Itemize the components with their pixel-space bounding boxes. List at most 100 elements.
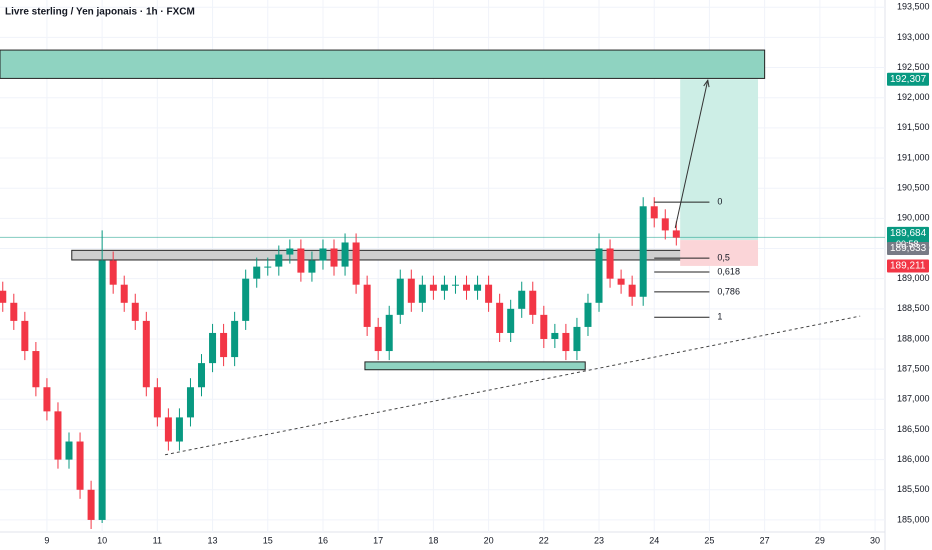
x-tick-label: 27 xyxy=(760,535,770,545)
candle-body xyxy=(286,248,294,255)
fib-label: 0,618 xyxy=(717,266,740,276)
candle-body xyxy=(440,284,448,291)
x-tick-label: 11 xyxy=(153,535,162,545)
arrow-head xyxy=(703,78,710,88)
candle-body xyxy=(175,417,183,442)
candle-body xyxy=(220,332,228,358)
x-tick-label: 10 xyxy=(97,535,107,545)
candle-body xyxy=(330,248,338,267)
candle-body xyxy=(595,248,603,303)
zone xyxy=(680,240,759,266)
candle-body xyxy=(540,314,548,339)
x-tick-label: 15 xyxy=(263,535,273,545)
x-tick-label: 17 xyxy=(373,535,383,545)
candle-body xyxy=(275,254,283,267)
y-tick-label: 188,000 xyxy=(897,333,930,343)
y-tick-label: 188,500 xyxy=(897,303,930,313)
candle-body xyxy=(319,248,327,261)
candle-body xyxy=(418,284,426,303)
candle-body xyxy=(264,266,272,268)
y-tick-label: 187,500 xyxy=(897,364,930,374)
price-tag-label: 192,307 xyxy=(890,74,927,85)
candle-body xyxy=(43,387,51,412)
x-tick-label: 9 xyxy=(44,535,49,545)
zone xyxy=(680,79,759,241)
candle-body xyxy=(352,242,360,285)
candle-body xyxy=(21,320,29,352)
candle-body xyxy=(341,242,349,267)
candle-body xyxy=(253,266,261,279)
candle-body xyxy=(463,284,471,291)
candle-body xyxy=(374,326,382,352)
y-tick-label: 186,500 xyxy=(897,424,930,434)
y-tick-label: 192,000 xyxy=(897,92,930,102)
x-tick-label: 23 xyxy=(594,535,604,545)
price-tag-label: 189,211 xyxy=(890,261,926,272)
x-tick-label: 30 xyxy=(870,535,880,545)
candle-body xyxy=(198,363,206,388)
y-tick-label: 186,000 xyxy=(897,454,930,464)
candle-body xyxy=(672,230,680,238)
candle-body xyxy=(628,284,636,297)
candle-body xyxy=(518,290,526,309)
candle-body xyxy=(153,387,161,418)
zone xyxy=(0,49,766,79)
price-tag xyxy=(887,241,929,255)
candle-body xyxy=(87,489,95,520)
candle-body xyxy=(65,441,73,460)
y-tick-label: 192,500 xyxy=(897,62,930,72)
x-tick-label: 16 xyxy=(318,535,328,545)
price-tag-label: 189,684 xyxy=(890,228,927,239)
candle-body xyxy=(109,260,117,285)
x-tick-label: 25 xyxy=(704,535,714,545)
candle-body xyxy=(562,332,570,352)
candle-body xyxy=(131,302,139,321)
candle-body xyxy=(242,278,250,321)
x-tick-label: 20 xyxy=(484,535,494,545)
candle-body xyxy=(32,351,40,388)
y-tick-label: 190,500 xyxy=(897,183,930,193)
price-tag xyxy=(887,259,929,273)
candle-body xyxy=(120,284,128,303)
y-tick-label: 187,000 xyxy=(897,394,930,404)
candle-body xyxy=(142,320,150,388)
x-tick-label: 22 xyxy=(539,535,549,545)
candle-body xyxy=(297,248,305,273)
candle-body xyxy=(0,290,7,303)
candle-body xyxy=(496,302,504,333)
fib-label: 0 xyxy=(717,196,722,206)
candle-body xyxy=(76,441,84,490)
x-tick-label: 24 xyxy=(649,535,659,545)
candle-body xyxy=(164,417,172,442)
price-tag xyxy=(887,72,929,86)
arrow xyxy=(674,80,709,229)
y-tick-label: 185,500 xyxy=(897,484,930,494)
fib-label: 0,786 xyxy=(717,286,740,296)
fib-label: 1 xyxy=(717,312,722,322)
countdown: 00:58 xyxy=(896,239,919,249)
price-tag-label: 189,633 xyxy=(890,243,927,254)
zone xyxy=(364,361,586,371)
x-tick-label: 29 xyxy=(815,535,825,545)
candle-body xyxy=(98,260,106,520)
y-tick-label: 193,500 xyxy=(897,2,930,12)
candle-body xyxy=(363,284,371,327)
y-tick-label: 185,000 xyxy=(897,514,930,524)
candle-body xyxy=(650,206,658,219)
candle-body xyxy=(385,314,393,352)
y-tick-label: 193,000 xyxy=(897,32,930,42)
candle-body xyxy=(308,260,316,273)
candle-body xyxy=(396,278,404,315)
candle-body xyxy=(485,284,493,303)
candle-body xyxy=(661,218,669,231)
candle-body xyxy=(606,248,614,279)
x-tick-label: 13 xyxy=(208,535,218,545)
candle-body xyxy=(186,387,194,418)
candle-body xyxy=(10,302,18,321)
candle-body xyxy=(529,290,537,315)
trend-line xyxy=(164,315,861,456)
candle-body xyxy=(474,284,482,291)
candle-body xyxy=(551,332,559,339)
candle-body xyxy=(231,320,239,358)
